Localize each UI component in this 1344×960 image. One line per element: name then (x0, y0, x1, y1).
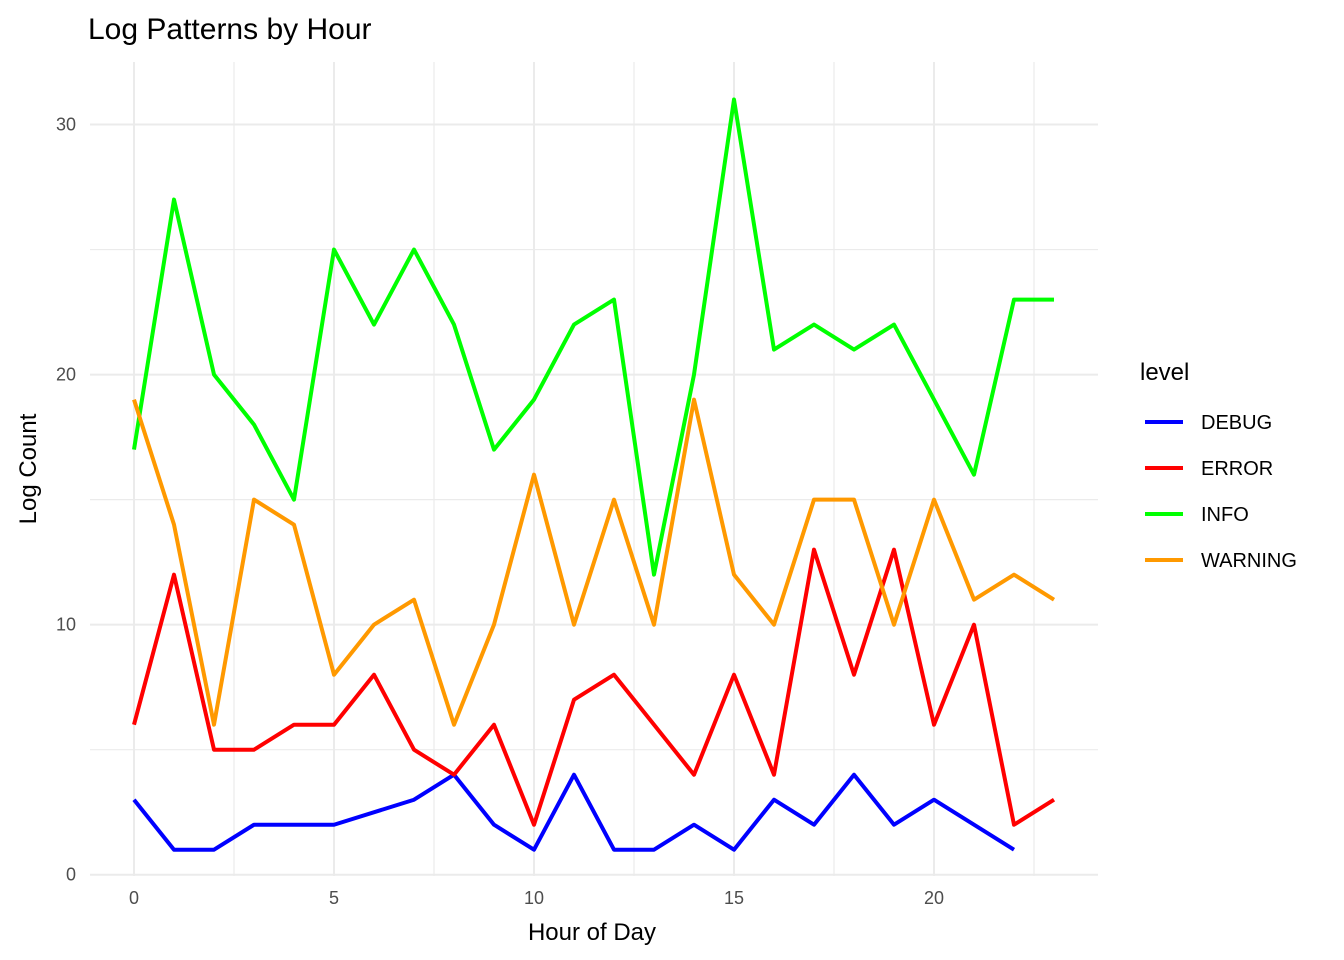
y-tick-label: 20 (56, 365, 76, 385)
legend-item-debug: DEBUG (1145, 412, 1272, 434)
y-tick-label: 0 (66, 865, 76, 885)
y-tick-label: 10 (56, 615, 76, 635)
series-line-warning (132, 397, 1056, 727)
y-tick-label: 30 (56, 115, 76, 135)
series-line-error (132, 547, 1056, 827)
legend-item-warning: WARNING (1145, 550, 1297, 572)
series-layer (132, 97, 1056, 852)
legend-items: DEBUG ERROR INFO WARNING (1145, 412, 1297, 572)
legend-item-error: ERROR (1145, 458, 1273, 480)
series-line-info (132, 97, 1054, 577)
legend-item-info: INFO (1145, 504, 1249, 526)
y-axis-title: Log Count (15, 413, 42, 524)
legend-title: level (1140, 359, 1189, 386)
legend: level DEBUG ERROR INFO WARNING (1140, 359, 1297, 572)
grid-layer (90, 62, 1098, 876)
x-tick-label: 10 (524, 888, 544, 908)
legend-label: INFO (1201, 504, 1249, 526)
x-tick-label: 0 (129, 888, 139, 908)
legend-label: DEBUG (1201, 412, 1272, 434)
x-tick-label: 20 (924, 888, 944, 908)
tick-labels: 0 5 10 15 20 0 10 20 30 (56, 115, 944, 908)
chart-title: Log Patterns by Hour (88, 13, 372, 46)
x-axis-title: Hour of Day (528, 919, 656, 946)
legend-label: WARNING (1201, 550, 1297, 572)
legend-label: ERROR (1201, 458, 1273, 480)
x-tick-label: 5 (329, 888, 339, 908)
x-tick-label: 15 (724, 888, 744, 908)
series-line-debug (132, 772, 1016, 852)
